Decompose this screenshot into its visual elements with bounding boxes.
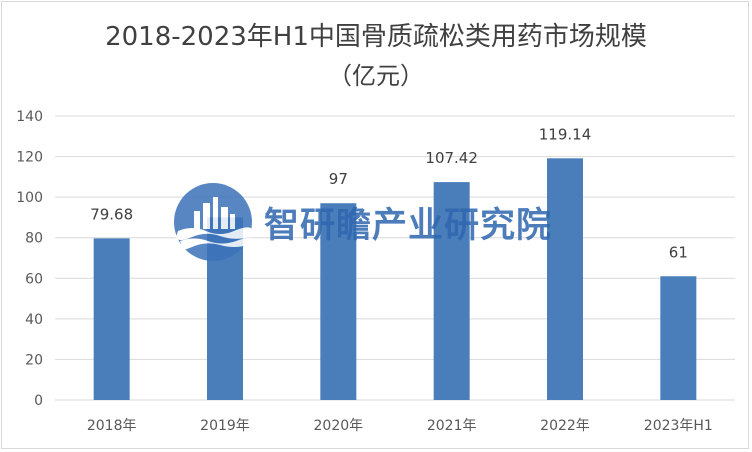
- watermark-text: 智研瞻产业研究院: [264, 205, 553, 246]
- bar: [433, 182, 470, 400]
- data-label: 79.68: [90, 205, 133, 223]
- city-waves-logo-icon: [174, 183, 252, 261]
- bar: [320, 203, 357, 400]
- x-tick-label: 2022年: [540, 418, 590, 434]
- x-tick-label: 2020年: [314, 418, 364, 434]
- x-tick-label: 2023年H1: [644, 418, 713, 434]
- y-tick-label: 0: [34, 393, 43, 409]
- y-tick-label: 80: [25, 231, 43, 247]
- bar: [660, 276, 697, 400]
- bar: [93, 238, 130, 400]
- data-label: 119.14: [539, 125, 592, 143]
- data-label: 61: [669, 243, 688, 261]
- y-tick-label: 140: [16, 109, 43, 125]
- chart-title-unit: （亿元）: [328, 62, 424, 90]
- data-label: 107.42: [425, 149, 478, 167]
- x-tick-label: 2018年: [87, 418, 137, 434]
- y-tick-label: 100: [16, 190, 43, 206]
- x-tick-label: 2019年: [200, 418, 250, 434]
- watermark: 智研瞻产业研究院: [172, 182, 572, 262]
- bar: [547, 158, 583, 400]
- y-tick-label: 120: [16, 150, 43, 166]
- y-tick-label: 40: [25, 312, 43, 328]
- y-tick-label: 60: [25, 271, 43, 287]
- x-tick-label: 2021年: [427, 418, 477, 434]
- data-label: 97: [329, 170, 348, 188]
- chart-title: 2018-2023年H1中国骨质疏松类用药市场规模: [105, 22, 647, 52]
- y-tick-label: 20: [25, 352, 43, 368]
